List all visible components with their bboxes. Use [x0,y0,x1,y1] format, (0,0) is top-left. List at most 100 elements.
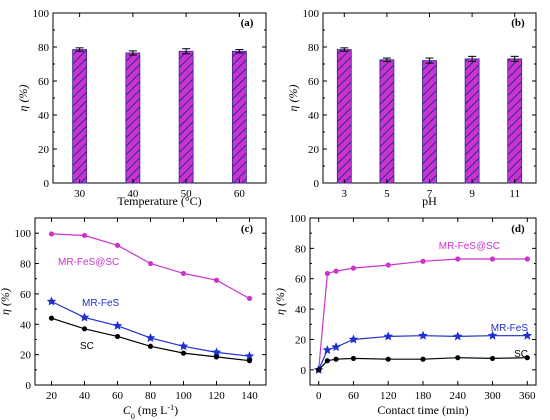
x-tick-label: 120 [380,390,397,402]
data-point [324,270,330,277]
x-tick-label: 80 [145,390,157,402]
bar [231,50,247,184]
y-tick-label: 80 [308,42,320,54]
x-tick-label: 11 [509,188,520,200]
data-point [46,296,57,306]
x-tick-label: 30 [74,188,86,200]
data-point [178,341,189,351]
data-point [211,347,222,357]
data-point [350,355,357,362]
data-point [246,295,253,302]
data-point [350,265,357,271]
series-label: SC [80,341,94,352]
y-tick-label: 100 [290,213,307,225]
bar [422,60,437,184]
y-axis-title: η (%) [0,288,12,315]
data-point [112,320,123,330]
x-tick-label: 9 [469,188,475,200]
x-tick-label: 180 [415,390,432,402]
panel-label: (d) [511,223,525,235]
data-point [489,256,496,262]
y-tick-label: 60 [20,289,32,301]
data-point [420,356,426,362]
x-axis-title: pH [422,194,437,208]
data-point [81,232,88,239]
series-label: MR-FeS@SC [58,257,119,268]
data-point [385,356,391,362]
data-point [524,355,530,361]
data-point [114,242,121,248]
data-point [316,367,322,373]
data-point [453,331,463,341]
data-point [180,270,187,277]
y-tick-label: 100 [33,8,50,20]
y-tick-label: 60 [308,76,320,88]
y-tick-label: 0 [44,178,50,190]
data-point [333,356,339,362]
x-tick-label: 120 [208,390,225,402]
x-axis-title-part: 0 [131,412,135,420]
x-axis-title: C0 (mg L-1) [123,403,178,420]
x-axis-title-part: ) [174,403,178,417]
x-tick-label: 60 [112,390,124,402]
x-tick-label: 50 [181,188,193,200]
x-axis-title-part: C [123,403,132,417]
y-tick-label: 20 [20,350,32,362]
data-point [79,312,90,322]
series-line [318,335,528,371]
data-point [246,358,253,364]
x-tick-label: 5 [384,188,390,200]
bar [464,58,480,184]
series-label: MR-FeS@SC [439,241,500,252]
panel-label: (a) [241,17,254,29]
bar [72,49,88,184]
data-point [331,342,341,352]
y-axis-title: η (%) [16,85,30,112]
y-tick-label: 0 [314,178,320,190]
data-point [48,231,55,237]
y-tick-label: 60 [295,274,307,286]
y-tick-label: 20 [38,144,50,156]
y-tick-label: 80 [20,259,32,271]
y-tick-label: 100 [303,8,320,20]
data-point [244,351,255,361]
data-point [147,343,154,349]
plot-frame [34,217,267,386]
x-tick-label: 20 [46,390,58,402]
x-tick-label: 300 [484,390,501,402]
panel-label: (c) [241,223,254,235]
y-axis-title: η (%) [286,85,300,112]
x-tick-label: 360 [519,390,536,402]
bar [379,59,395,184]
data-point [213,354,220,360]
data-point [324,358,330,364]
x-tick-label: 3 [342,188,348,200]
x-tick-label: 40 [127,188,139,200]
data-point [383,331,393,341]
data-point [385,262,391,268]
x-axis-title-part: (mg L [135,403,168,417]
data-point [522,330,533,340]
series-label: SC [514,349,528,360]
y-tick-label: 20 [308,144,320,156]
x-tick-label: 40 [79,390,91,402]
x-tick-label: 7 [427,188,433,200]
data-point [147,260,154,267]
panel-d: 0 20 40 60 80 100 η (%) 0 60 120 180 240 300 360 MR-Fe… [273,213,537,417]
data-point [81,326,88,332]
data-point [114,333,121,340]
y-tick-label: 60 [38,76,50,88]
x-tick-label: 100 [175,390,192,402]
data-point [418,330,428,340]
data-point [489,355,496,362]
y-tick-label: 80 [38,42,50,54]
series-line [318,258,528,370]
y-tick-label: 40 [38,110,50,122]
data-point [455,256,461,262]
data-point [213,277,220,283]
data-point [145,332,156,342]
x-tick-label: 240 [450,390,467,402]
x-axis-title: Temperature (°C) [117,194,201,208]
bar [336,49,352,184]
data-point [524,256,530,262]
